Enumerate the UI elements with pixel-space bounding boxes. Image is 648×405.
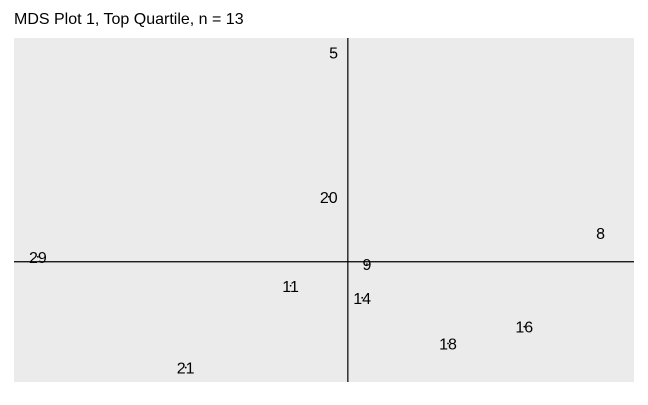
chart-title: MDS Plot 1, Top Quartile, n = 13 (14, 11, 244, 28)
point-marker-18 (447, 342, 449, 345)
point-marker-14 (361, 296, 364, 299)
point-marker-9 (366, 263, 368, 266)
point-marker-29 (36, 256, 39, 258)
point-label-9: 9 (362, 257, 371, 274)
point-marker-11 (289, 284, 292, 287)
point-label-21: 21 (177, 361, 195, 378)
point-label-16: 16 (515, 320, 533, 337)
point-label-5: 5 (329, 45, 338, 62)
point-label-20: 20 (320, 190, 338, 207)
point-marker-5 (332, 51, 335, 54)
point-label-18: 18 (439, 337, 457, 354)
point-label-8: 8 (596, 226, 605, 243)
point-marker-16 (523, 325, 526, 328)
point-marker-21 (184, 366, 187, 369)
point-marker-20 (327, 195, 330, 198)
point-label-11: 11 (282, 279, 299, 296)
point-label-29: 29 (29, 250, 47, 267)
data-points: 5 20 8 29 9 11 14 16 18 21 (29, 45, 605, 377)
plot-panel (14, 38, 634, 382)
point-marker-8 (599, 231, 602, 234)
point-label-14: 14 (353, 291, 371, 308)
